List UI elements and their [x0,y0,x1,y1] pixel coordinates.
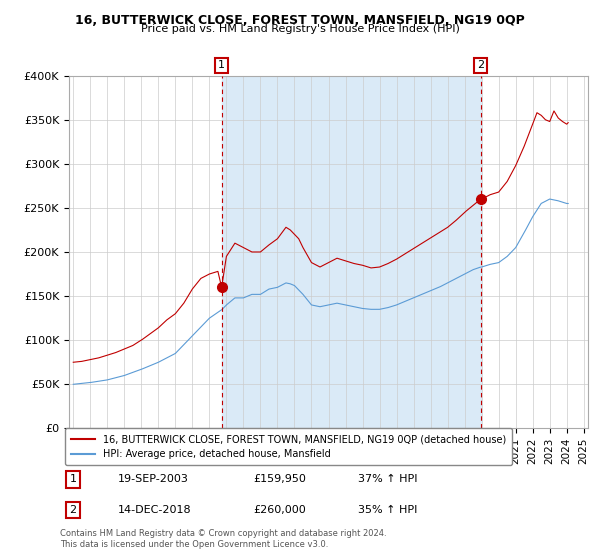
Text: 35% ↑ HPI: 35% ↑ HPI [358,505,417,515]
Text: 2: 2 [70,505,77,515]
Text: Price paid vs. HM Land Registry's House Price Index (HPI): Price paid vs. HM Land Registry's House … [140,24,460,34]
Text: £260,000: £260,000 [253,505,306,515]
Text: 37% ↑ HPI: 37% ↑ HPI [358,474,417,484]
Text: Contains HM Land Registry data © Crown copyright and database right 2024.
This d: Contains HM Land Registry data © Crown c… [60,529,386,549]
Text: 16, BUTTERWICK CLOSE, FOREST TOWN, MANSFIELD, NG19 0QP: 16, BUTTERWICK CLOSE, FOREST TOWN, MANSF… [75,14,525,27]
Text: 14-DEC-2018: 14-DEC-2018 [118,505,191,515]
Legend: 16, BUTTERWICK CLOSE, FOREST TOWN, MANSFIELD, NG19 0QP (detached house), HPI: Av: 16, BUTTERWICK CLOSE, FOREST TOWN, MANSF… [65,428,512,465]
Text: 1: 1 [70,474,77,484]
Text: 1: 1 [218,60,225,71]
Text: 2: 2 [477,60,484,71]
Text: 19-SEP-2003: 19-SEP-2003 [118,474,188,484]
Text: £159,950: £159,950 [253,474,306,484]
Bar [221,76,481,428]
